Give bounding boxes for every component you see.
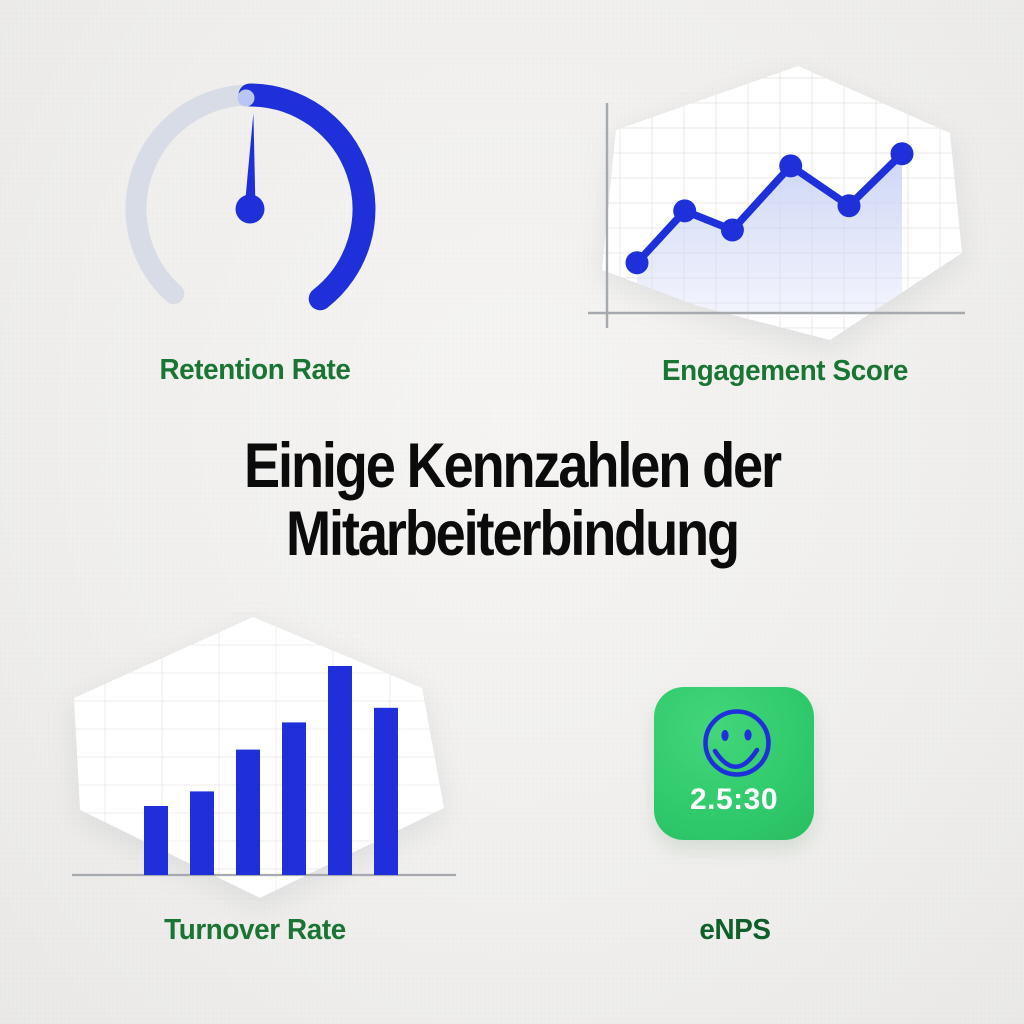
enps-badge: 2.5:30 [654,687,814,840]
page-title: Einige Kennzahlen der Mitarbeiterbindung [72,432,953,568]
engagement-label: Engagement Score [661,355,909,387]
page-title-line2: Mitarbeiterbindung [286,499,740,570]
page-title-line1: Einige Kennzahlen der [244,431,782,501]
turnover-label: Turnover Rate [164,914,346,946]
retention-card [115,72,385,334]
bar-chart-icon [72,617,456,898]
enps-badge-value: 2.5:30 [689,783,779,816]
enps-label: eNPS [699,914,771,946]
line-chart-icon [588,66,965,340]
engagement-card [580,58,980,358]
turnover-card [40,588,480,908]
gauge-icon [125,83,376,311]
retention-label: Retention Rate [159,354,351,386]
smiley-icon [703,709,771,777]
